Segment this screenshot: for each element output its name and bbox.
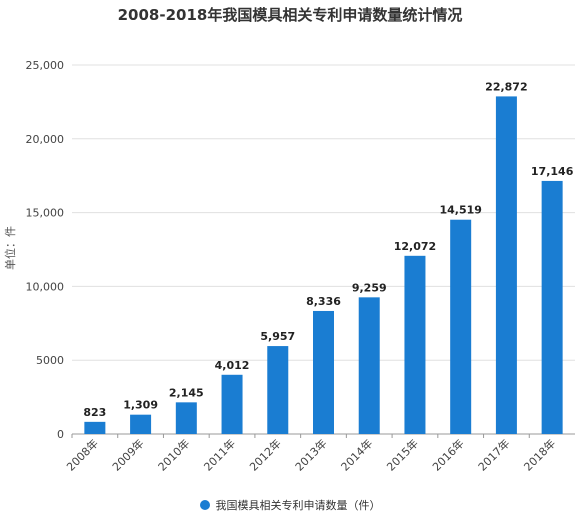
- y-tick-label: 15,000: [26, 207, 65, 220]
- bar: [541, 180, 563, 434]
- y-tick-label: 5000: [36, 354, 64, 367]
- x-tick-label: 2011年: [201, 436, 238, 473]
- bar-value-label: 9,259: [352, 281, 387, 294]
- bar: [313, 310, 334, 434]
- legend-label: 我国模具相关专利申请数量（件）: [215, 499, 381, 512]
- x-tick-label: 2017年: [475, 436, 512, 473]
- x-tick-label: 2010年: [155, 436, 192, 473]
- legend: 我国模具相关专利申请数量（件）: [0, 497, 580, 513]
- y-tick-label: 0: [57, 428, 64, 441]
- bar-value-label: 17,146: [531, 165, 574, 178]
- bar-value-label: 14,519: [439, 204, 481, 217]
- bar-value-label: 5,957: [260, 330, 295, 343]
- bar-value-label: 8,336: [306, 295, 341, 308]
- bar: [221, 374, 243, 434]
- bar: [130, 414, 152, 434]
- x-tick-label: 2016年: [429, 436, 466, 473]
- x-tick-label: 2018年: [521, 436, 558, 473]
- x-tick-label: 2013年: [292, 436, 329, 473]
- bar-value-label: 22,872: [485, 80, 527, 93]
- bar: [267, 346, 289, 434]
- x-tick-label: 2015年: [384, 436, 421, 473]
- bar: [358, 297, 380, 434]
- bar: [495, 96, 517, 435]
- bar: [175, 402, 197, 434]
- chart-title: 2008-2018年我国模具相关专利申请数量统计情况: [117, 6, 463, 24]
- x-tick-label: 2012年: [246, 436, 283, 473]
- bar: [84, 421, 106, 434]
- y-tick-label: 10,000: [26, 280, 65, 293]
- y-axis-title: 单位：件: [3, 226, 17, 270]
- bar-value-label: 4,012: [215, 359, 250, 372]
- x-tick-label: 2009年: [109, 436, 146, 473]
- bar-value-label: 1,309: [123, 399, 158, 412]
- y-tick-label: 20,000: [26, 133, 65, 146]
- y-tick-label: 25,000: [26, 59, 65, 72]
- x-tick-label: 2014年: [338, 436, 375, 473]
- data-labels: 823 1,309 2,145 4,012 5,957 8,336 9,259 12,072 1…: [83, 80, 573, 418]
- bar-value-label: 2,145: [169, 386, 204, 399]
- bar-value-label: 823: [83, 406, 106, 419]
- bars: [84, 96, 563, 435]
- legend-marker: [199, 500, 210, 510]
- bar: [404, 255, 426, 434]
- x-tick-label: 2008年: [64, 436, 101, 473]
- bar: [450, 219, 472, 434]
- bar-value-label: 12,072: [394, 240, 436, 253]
